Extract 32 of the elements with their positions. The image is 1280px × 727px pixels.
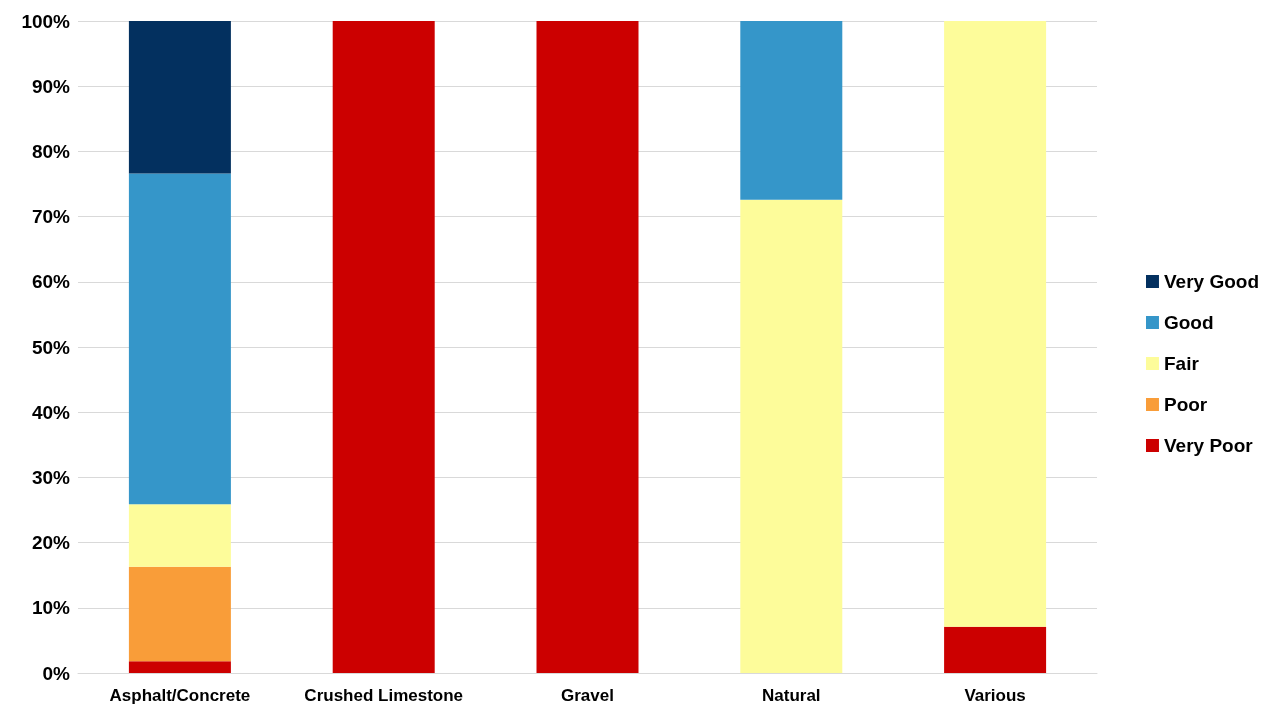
y-tick-label: 30% bbox=[31, 466, 71, 488]
bar bbox=[944, 626, 1047, 673]
y-tick-label: 10% bbox=[31, 597, 71, 619]
y-tick-label: 50% bbox=[31, 336, 71, 358]
y-tick-label: 90% bbox=[31, 75, 71, 97]
y-tick-label: 40% bbox=[31, 401, 71, 423]
bar bbox=[128, 566, 231, 662]
y-tick-label: 60% bbox=[31, 271, 71, 293]
bar bbox=[944, 21, 1047, 627]
bar bbox=[536, 21, 639, 673]
bar bbox=[128, 21, 231, 174]
legend-label: Very Poor bbox=[1163, 435, 1254, 456]
x-tick-label: Gravel bbox=[561, 686, 614, 705]
y-tick-label: 70% bbox=[31, 206, 71, 228]
bar bbox=[332, 21, 435, 673]
legend-label: Fair bbox=[1163, 353, 1200, 374]
y-tick-label: 20% bbox=[31, 532, 71, 554]
x-tick-label: Natural bbox=[762, 686, 821, 705]
x-tick-label: Asphalt/Concrete bbox=[109, 686, 251, 705]
bar bbox=[128, 504, 231, 567]
bar bbox=[128, 661, 231, 673]
legend-label: Good bbox=[1163, 312, 1214, 333]
bar bbox=[740, 199, 843, 673]
y-tick-label: 100% bbox=[21, 10, 71, 32]
legend-label: Very Good bbox=[1163, 271, 1259, 292]
x-tick-label: Various bbox=[964, 686, 1026, 705]
x-tick-label: Crushed Limestone bbox=[304, 686, 464, 705]
y-tick-label: 80% bbox=[31, 140, 71, 162]
legend-label: Poor bbox=[1163, 394, 1208, 415]
bar bbox=[128, 173, 231, 505]
bar bbox=[740, 21, 843, 200]
y-tick-label: 0% bbox=[42, 662, 71, 684]
